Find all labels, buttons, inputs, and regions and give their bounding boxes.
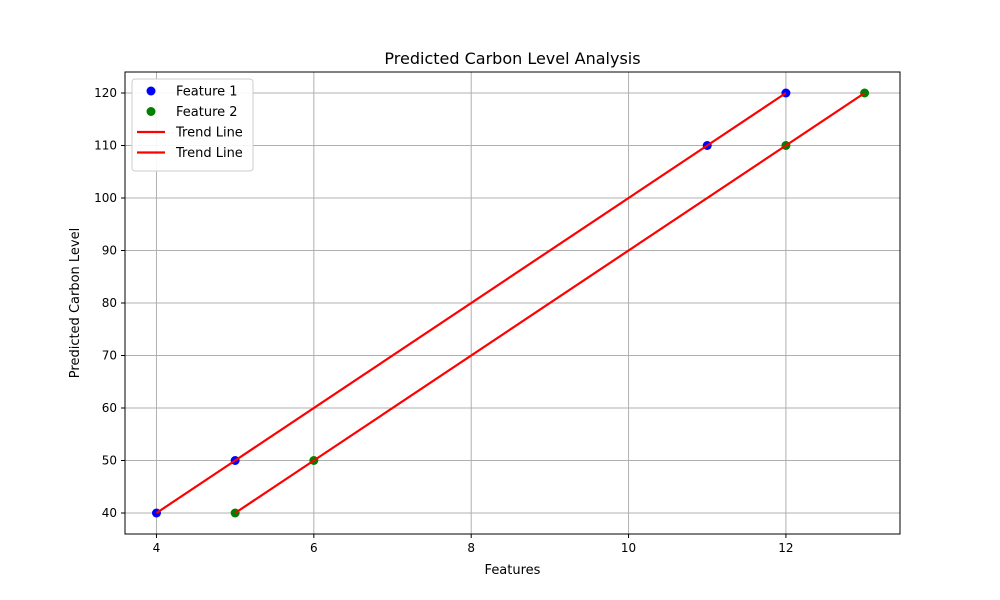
y-tick-label: 110 <box>94 139 117 153</box>
x-tick-label: 12 <box>778 541 793 555</box>
chart-title: Predicted Carbon Level Analysis <box>384 49 640 68</box>
y-tick-label: 70 <box>102 349 117 363</box>
y-tick-label: 50 <box>102 454 117 468</box>
legend-label: Trend Line <box>175 146 243 161</box>
y-tick-label: 90 <box>102 244 117 258</box>
legend-label: Feature 1 <box>176 85 238 100</box>
plot-series <box>151 88 870 518</box>
y-tick-label: 80 <box>102 296 117 310</box>
x-tick-label: 6 <box>310 541 318 555</box>
x-tick-label: 10 <box>621 541 636 555</box>
y-tick-label: 40 <box>102 506 117 520</box>
x-tick-label: 4 <box>153 541 161 555</box>
legend: Feature 1 Feature 2 Trend Line Trend Line <box>131 78 254 172</box>
x-axis-title: Features <box>485 563 541 578</box>
y-tick-label: 120 <box>94 86 117 100</box>
y-axis-title: Predicted Carbon Level <box>68 228 83 378</box>
y-tick-label: 100 <box>94 191 117 205</box>
trend-line <box>234 92 866 514</box>
grid <box>125 72 900 534</box>
trend-line <box>155 92 787 514</box>
axis-ticks: 4 6 8 10 12 40 50 60 70 80 90 100 110 120 <box>94 86 793 555</box>
x-tick-label: 8 <box>467 541 475 555</box>
y-tick-label: 60 <box>102 401 117 415</box>
legend-marker <box>146 86 156 96</box>
legend-label: Feature 2 <box>176 105 238 120</box>
legend-label: Trend Line <box>175 126 243 141</box>
legend-marker <box>146 107 156 116</box>
legend-box <box>131 78 254 172</box>
